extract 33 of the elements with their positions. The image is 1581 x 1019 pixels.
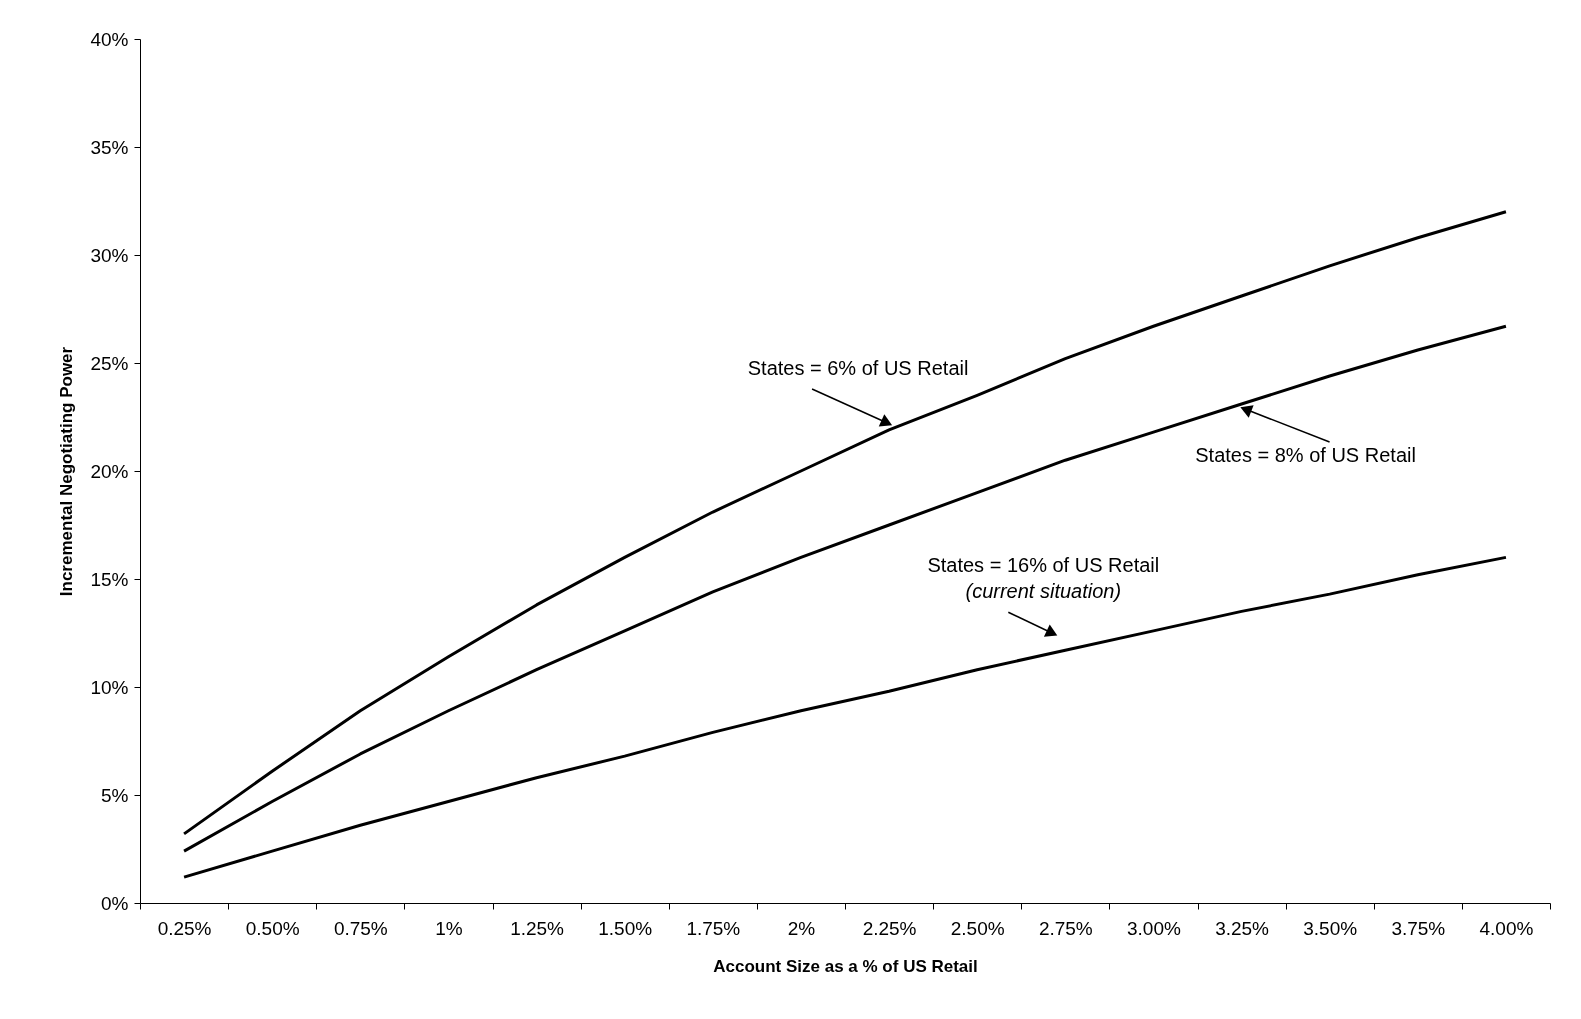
y-tick-label: 20% bbox=[90, 460, 129, 482]
x-tick-label: 2% bbox=[787, 917, 816, 939]
line-series bbox=[182, 210, 1508, 836]
x-axis-title: Account Size as a % of US Retail bbox=[713, 956, 978, 976]
x-tick-label: 0.75% bbox=[333, 917, 388, 939]
x-tick-label: 2.75% bbox=[1038, 917, 1093, 939]
line-series bbox=[182, 324, 1508, 853]
x-tick-label: 1.25% bbox=[510, 917, 565, 939]
x-tick-label: 2.50% bbox=[950, 917, 1005, 939]
x-tick-label: 1.75% bbox=[686, 917, 741, 939]
x-tick-label: 3.50% bbox=[1303, 917, 1358, 939]
y-tick-label: 30% bbox=[90, 244, 129, 266]
y-tick-label: 25% bbox=[90, 352, 129, 374]
x-tick-label: 0.50% bbox=[245, 917, 300, 939]
y-tick-label: 10% bbox=[90, 676, 129, 698]
x-tick-label: 3.75% bbox=[1391, 917, 1446, 939]
annotation: States = 6% of US Retail bbox=[747, 356, 969, 379]
x-tick-label: 1% bbox=[435, 917, 463, 939]
y-tick-label: 35% bbox=[90, 136, 129, 158]
x-tick-label: 4.00% bbox=[1479, 917, 1534, 939]
x-tick-label: 3.00% bbox=[1127, 917, 1181, 939]
y-tick-label: 5% bbox=[101, 784, 129, 806]
line-series bbox=[182, 555, 1508, 879]
x-tick-label: 3.25% bbox=[1215, 917, 1270, 939]
annotation: States = 16% of US Retail (current situation) bbox=[927, 554, 1160, 603]
y-tick-label: 40% bbox=[90, 28, 129, 50]
x-tick-label: 0.25% bbox=[157, 917, 212, 939]
y-tick-label: 15% bbox=[90, 568, 129, 590]
x-tick-label: 2.25% bbox=[862, 917, 917, 939]
x-tick-label: 1.50% bbox=[598, 917, 653, 939]
annotation: States = 8% of US Retail bbox=[1195, 444, 1416, 467]
y-tick-label: 0% bbox=[101, 892, 129, 914]
y-axis-title: Incremental Negotiating Power bbox=[57, 346, 77, 597]
